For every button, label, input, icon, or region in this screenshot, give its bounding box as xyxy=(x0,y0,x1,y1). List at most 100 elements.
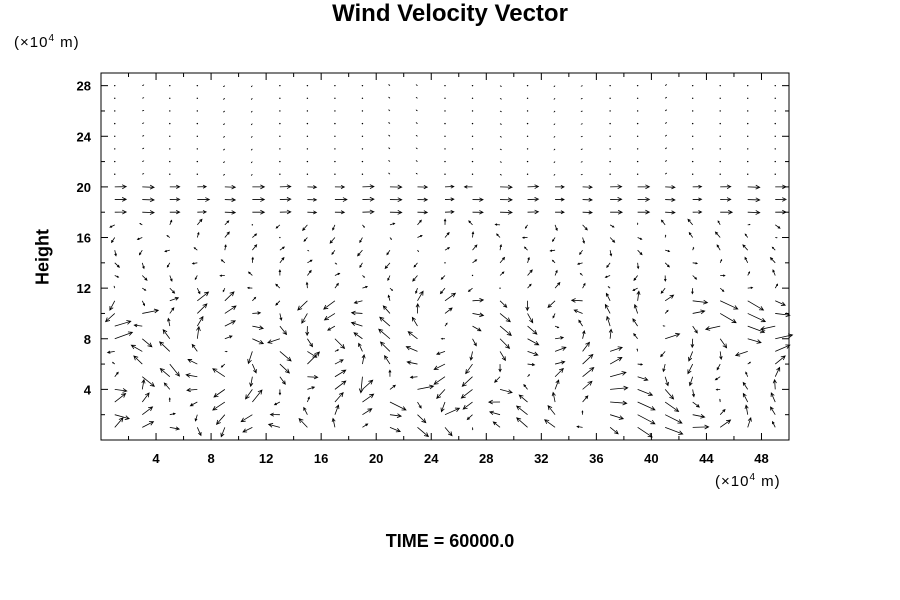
vector-arrow xyxy=(306,97,309,100)
vector-arrow xyxy=(555,336,565,340)
vector-arrow xyxy=(169,122,171,125)
vector-arrow xyxy=(719,135,721,137)
vector-arrow xyxy=(580,173,583,176)
vector-arrow xyxy=(526,135,529,137)
vector-arrow xyxy=(362,393,375,403)
vector-arrow xyxy=(719,97,721,100)
vector-arrow xyxy=(433,376,446,385)
vector-arrow xyxy=(362,285,369,289)
vector-arrow xyxy=(417,414,427,424)
vector-arrow xyxy=(523,246,528,251)
vector-arrow xyxy=(774,283,779,289)
vector-arrow xyxy=(775,344,791,352)
vector-arrow xyxy=(307,210,318,215)
vector-arrow xyxy=(719,419,732,428)
vector-arrow xyxy=(444,97,446,100)
vector-arrow xyxy=(747,300,765,311)
vector-arrow xyxy=(169,210,181,215)
vector-arrow xyxy=(109,224,115,228)
vector-arrow xyxy=(527,363,536,367)
vector-arrow xyxy=(279,122,281,125)
vector-arrow xyxy=(526,160,529,163)
vector-arrow xyxy=(471,148,474,150)
vector-arrow xyxy=(719,148,721,150)
vector-arrow xyxy=(106,350,115,354)
vector-arrow xyxy=(252,197,266,202)
vector-arrow xyxy=(692,325,698,334)
x-tick-label: 28 xyxy=(479,451,493,466)
vector-arrow xyxy=(609,110,611,112)
vector-arrow xyxy=(608,328,613,339)
vector-arrow xyxy=(114,184,128,190)
vector-arrow xyxy=(660,351,666,358)
vector-arrow xyxy=(142,210,155,215)
vector-arrow xyxy=(114,110,116,112)
vector-arrow xyxy=(547,405,556,415)
vector-arrow xyxy=(417,384,435,390)
vector-arrow xyxy=(196,160,199,163)
vector-arrow xyxy=(576,262,583,265)
vector-arrow xyxy=(775,224,781,229)
vector-arrow xyxy=(196,287,201,295)
vector-arrow xyxy=(716,244,721,251)
vector-arrow xyxy=(114,148,116,150)
vector-arrow xyxy=(747,210,761,215)
vector-arrow xyxy=(444,184,455,189)
vector-arrow xyxy=(444,110,446,112)
vector-arrow xyxy=(250,148,253,151)
vector-arrow xyxy=(775,237,778,239)
vector-arrow xyxy=(774,135,776,137)
vector-arrow xyxy=(114,122,116,125)
vector-arrow xyxy=(361,110,364,112)
vector-arrow xyxy=(224,335,233,340)
vector-arrow xyxy=(114,262,120,268)
vector-arrow xyxy=(323,313,336,321)
x-tick-label: 16 xyxy=(314,451,328,466)
vector-arrow xyxy=(744,233,749,238)
vector-arrow xyxy=(524,224,528,229)
vector-arrow xyxy=(609,97,611,100)
vector-arrow xyxy=(334,369,347,378)
vector-arrow xyxy=(774,366,781,377)
vector-arrow xyxy=(551,259,556,264)
vector-arrow xyxy=(582,353,594,365)
vector-arrow xyxy=(389,184,403,190)
vector-arrow xyxy=(526,122,529,125)
vector-arrow xyxy=(306,110,309,112)
vector-arrow xyxy=(578,319,583,327)
vector-arrow xyxy=(472,244,478,251)
vector-arrow xyxy=(582,224,588,231)
vector-arrow xyxy=(747,148,749,150)
vector-arrow xyxy=(582,395,589,403)
vector-arrow xyxy=(515,405,528,416)
vector-arrow xyxy=(279,148,281,150)
vector-arrow xyxy=(251,256,254,263)
vector-arrow xyxy=(637,363,644,366)
vector-arrow xyxy=(719,338,728,349)
vector-arrow xyxy=(691,110,694,112)
vector-arrow xyxy=(691,288,694,295)
vector-arrow xyxy=(249,376,254,388)
vector-arrow xyxy=(305,281,309,289)
vector-arrow xyxy=(687,218,693,226)
vector-arrow xyxy=(747,97,749,100)
vector-arrow xyxy=(104,313,116,323)
vector-arrow xyxy=(433,363,446,370)
x-tick-label: 44 xyxy=(699,451,714,466)
vector-arrow xyxy=(305,326,310,337)
vector-arrow xyxy=(759,325,776,331)
vector-arrow xyxy=(637,184,651,190)
vector-arrow xyxy=(747,84,749,87)
vector-arrow xyxy=(719,84,721,87)
vector-arrow xyxy=(688,376,694,387)
vector-arrow xyxy=(465,363,473,375)
vector-arrow xyxy=(582,366,595,378)
vector-arrow xyxy=(417,401,422,409)
vector-arrow xyxy=(555,197,565,202)
vector-arrow xyxy=(250,161,253,164)
vector-arrow xyxy=(579,249,583,256)
vector-arrow xyxy=(774,122,776,125)
vector-arrow xyxy=(307,259,313,264)
vector-arrow xyxy=(167,317,171,327)
vector-arrow xyxy=(742,392,749,403)
